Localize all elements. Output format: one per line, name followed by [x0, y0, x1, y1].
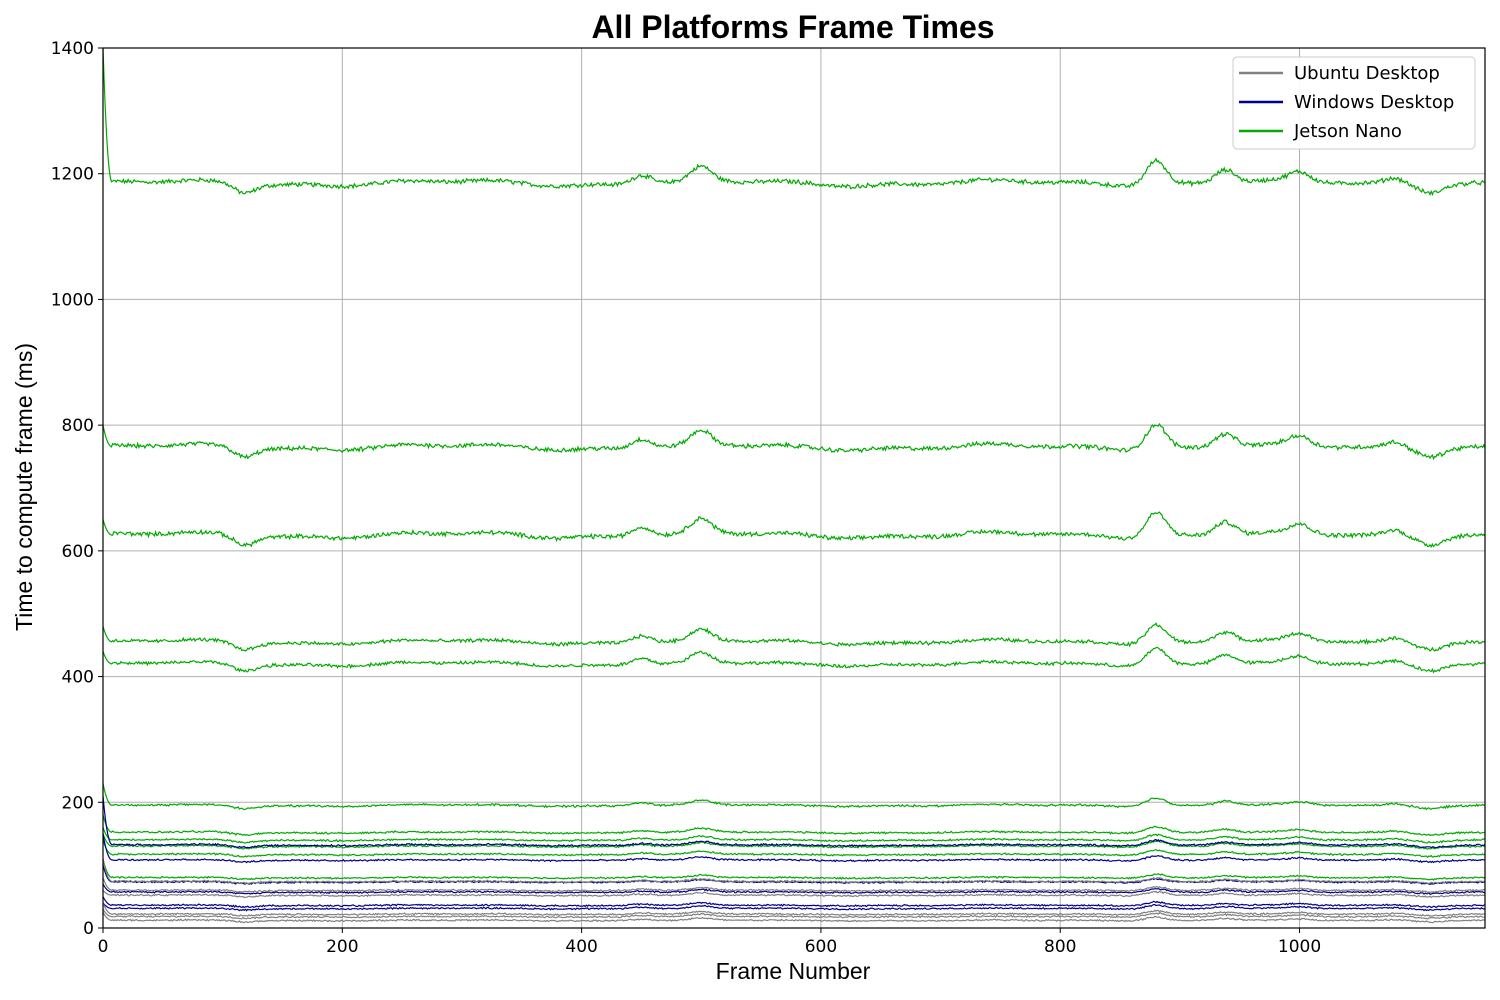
series-line-windows-desktop — [102, 833, 1486, 864]
y-tick-label: 600 — [62, 542, 94, 562]
legend-label: Windows Desktop — [1294, 92, 1454, 113]
y-tick-label: 0 — [83, 919, 94, 939]
x-tick-label: 400 — [565, 937, 597, 957]
x-axis-label: Frame Number — [716, 958, 871, 984]
series-line-windows-desktop — [102, 896, 1486, 909]
series-line-jetson-nano — [102, 47, 1486, 197]
legend-box — [1232, 56, 1476, 150]
legend-label: Jetson Nano — [1293, 121, 1402, 142]
y-tick-label: 800 — [62, 416, 94, 436]
series-line-windows-desktop — [102, 902, 1486, 912]
y-tick-label: 400 — [62, 668, 94, 688]
series-line-jetson-nano — [102, 858, 1486, 881]
legend-label: Ubuntu Desktop — [1294, 63, 1440, 84]
y-tick-label: 1000 — [51, 290, 94, 310]
series-line-windows-desktop — [102, 883, 1486, 895]
series-line-ubuntu-desktop — [102, 889, 1486, 899]
series-lines — [102, 47, 1486, 924]
series-line-jetson-nano — [102, 839, 1486, 859]
plot-area-frame — [102, 47, 1486, 929]
series-line-jetson-nano — [102, 646, 1486, 674]
series-line-jetson-nano — [102, 833, 1486, 850]
series-line-ubuntu-desktop — [102, 912, 1486, 924]
y-tick-label: 200 — [62, 793, 94, 813]
axis-ticks: 0 200 400 600 800 1000 0 200 400 600 800 1000 1200 14… — [51, 39, 1321, 957]
series-line-windows-desktop — [102, 795, 1486, 849]
y-tick-label: 1200 — [51, 165, 94, 185]
x-tick-label: 200 — [326, 937, 358, 957]
series-line-jetson-nano — [102, 422, 1486, 461]
chart-title: All Platforms Frame Times — [591, 9, 994, 45]
x-tick-label: 0 — [98, 937, 109, 957]
series-line-jetson-nano — [102, 814, 1486, 837]
series-line-ubuntu-desktop — [102, 908, 1486, 920]
series-line-jetson-nano — [102, 511, 1486, 549]
series-line-ubuntu-desktop — [102, 877, 1485, 894]
legend: Ubuntu Desktop Windows Desktop Jetson Nano — [1232, 56, 1476, 150]
x-tick-label: 1000 — [1278, 937, 1321, 957]
series-line-jetson-nano — [102, 783, 1486, 811]
series-line-ubuntu-desktop — [102, 858, 1486, 885]
y-tick-label: 1400 — [51, 39, 94, 59]
x-tick-label: 800 — [1044, 937, 1076, 957]
series-line-ubuntu-desktop — [102, 902, 1486, 918]
series-line-jetson-nano — [102, 827, 1486, 844]
series-line-jetson-nano — [102, 622, 1486, 652]
y-axis-label: Time to compute frame (ms) — [11, 343, 37, 631]
x-tick-label: 600 — [805, 937, 837, 957]
